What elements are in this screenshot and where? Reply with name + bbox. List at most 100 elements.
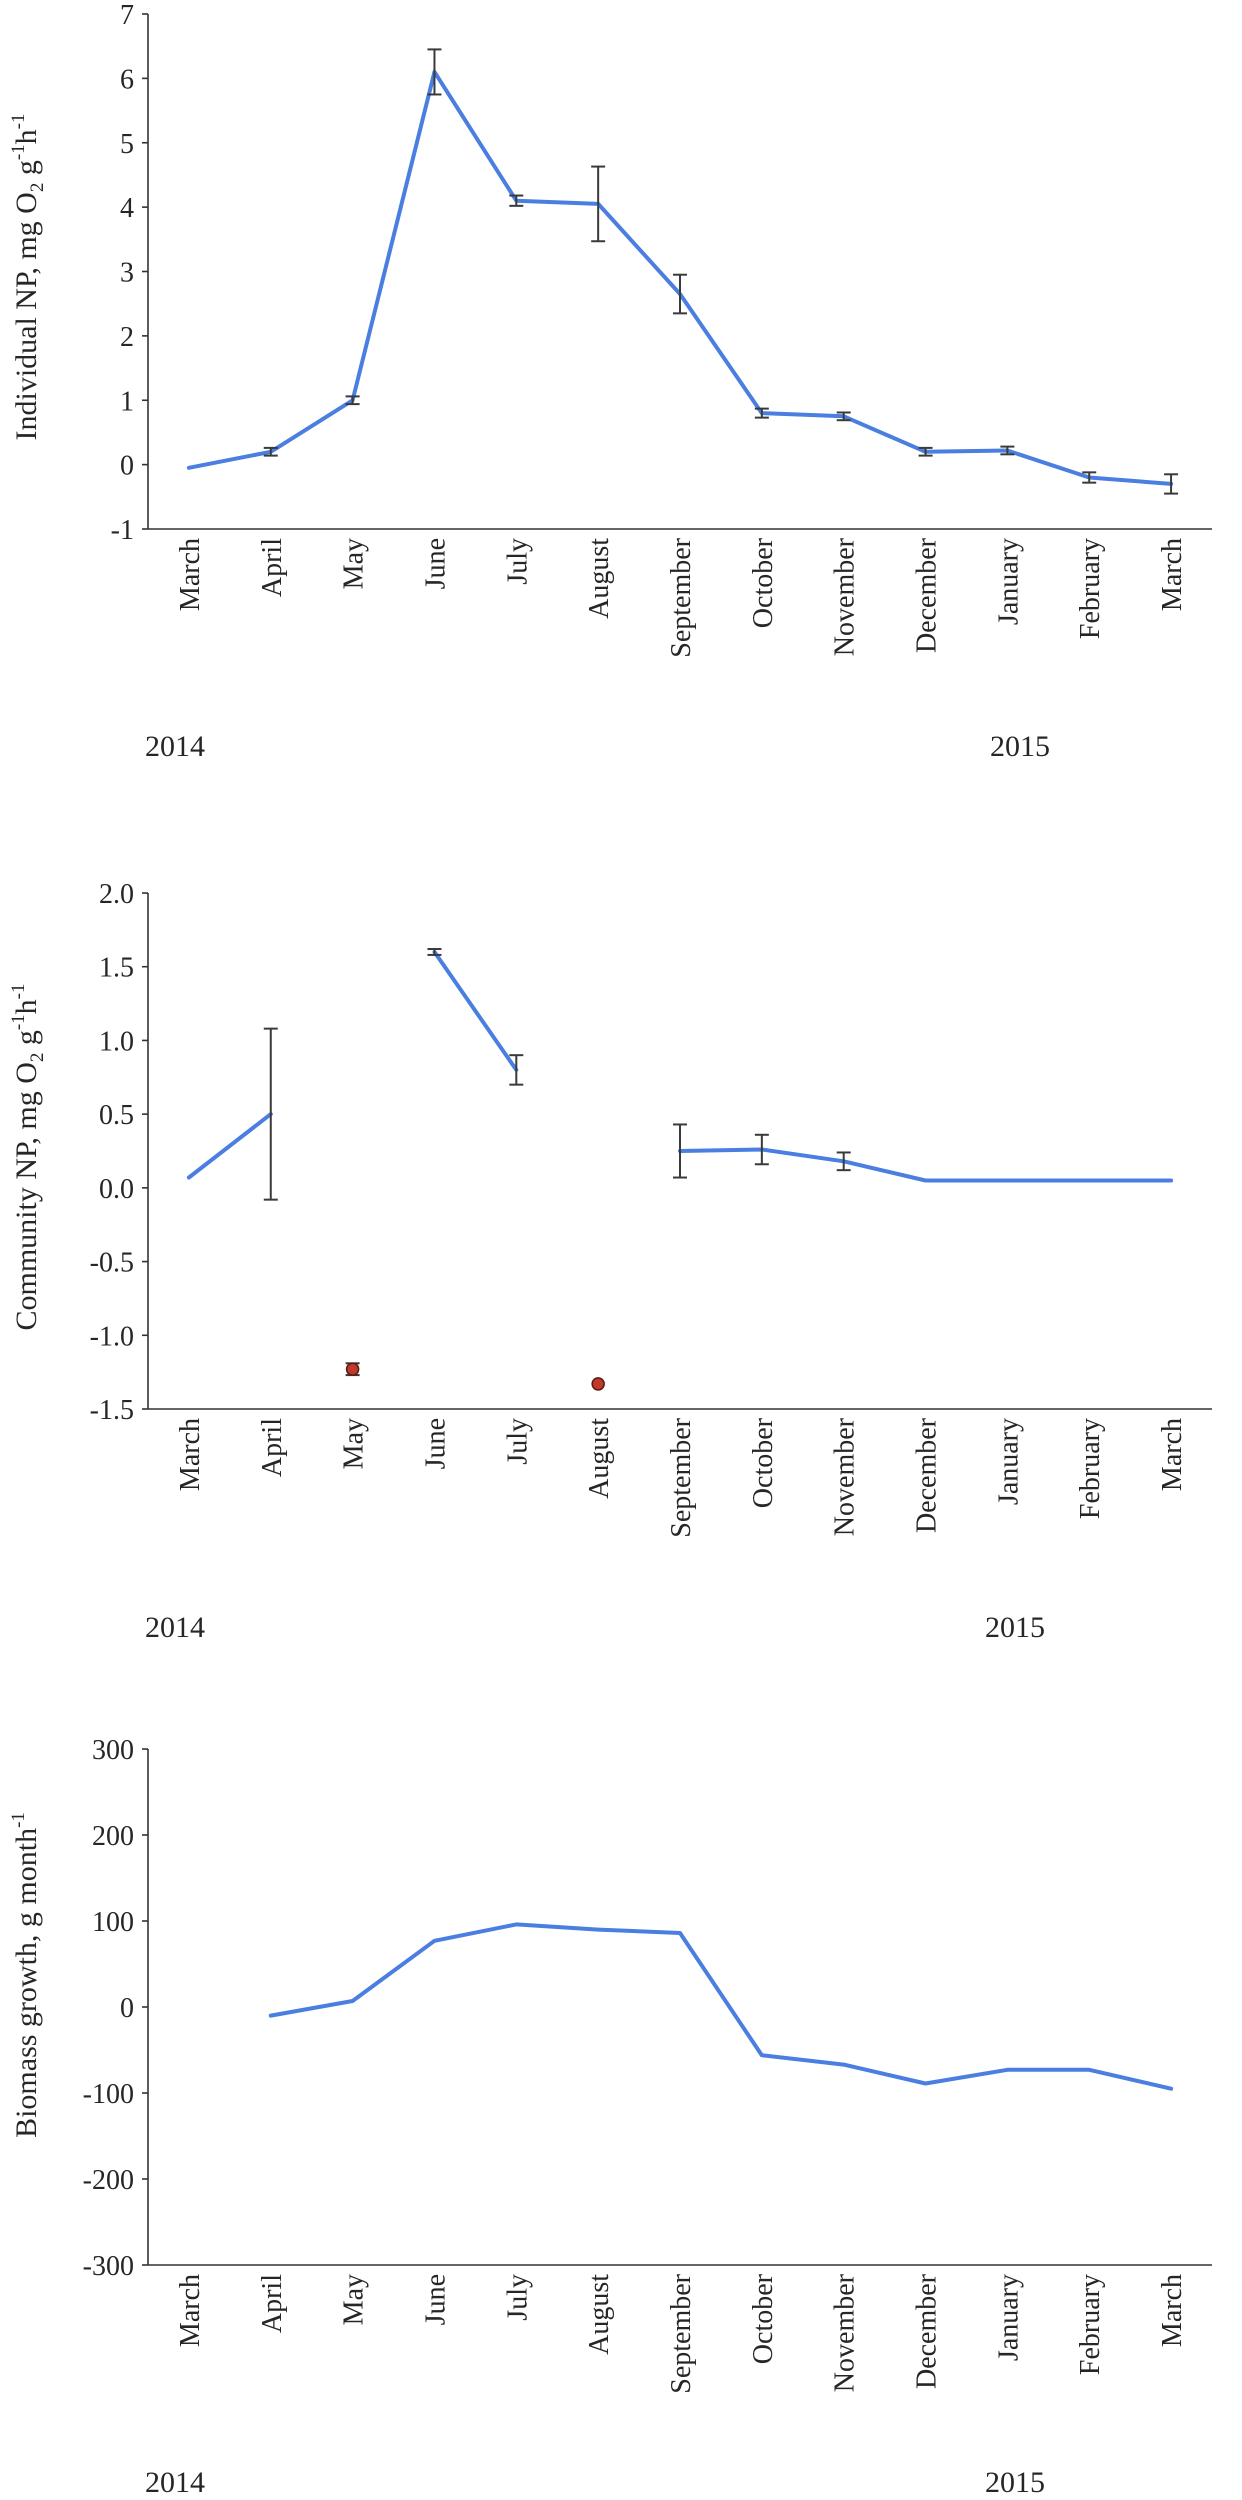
data-point bbox=[1087, 2068, 1091, 2072]
x-tick-label: January bbox=[993, 2274, 1024, 2361]
y-tick-label: -100 bbox=[83, 2079, 134, 2110]
data-point bbox=[678, 1931, 682, 1935]
x-tick-label: May bbox=[339, 1418, 370, 1469]
series-line bbox=[268, 1922, 1174, 2091]
x-tick-label: March bbox=[1157, 1418, 1188, 1491]
series-line bbox=[432, 950, 519, 1072]
year-label-2014: 2014 bbox=[145, 2466, 205, 2499]
y-tick-label: -200 bbox=[83, 2165, 134, 2196]
data-point bbox=[842, 2063, 846, 2067]
x-tick-label: February bbox=[1075, 2274, 1106, 2375]
x-tick-label: September bbox=[666, 537, 697, 657]
y-tick-label: 5 bbox=[120, 129, 134, 160]
data-point bbox=[187, 1176, 191, 1180]
x-tick-label: March bbox=[1157, 2274, 1188, 2347]
data-point bbox=[1005, 1178, 1009, 1182]
y-tick-label: 0 bbox=[120, 451, 134, 482]
panel-community-np: Community NP, mg O2 g-1h-1 2014 2015 -1.… bbox=[8, 879, 1212, 1644]
x-tick-label: July bbox=[502, 2274, 533, 2321]
data-point bbox=[351, 1999, 355, 2003]
x-tick-label: April bbox=[257, 2274, 288, 2333]
data-point bbox=[1005, 2068, 1009, 2072]
x-tick-label: July bbox=[502, 538, 533, 585]
data-point bbox=[187, 466, 191, 470]
x-tick-label: July bbox=[502, 1418, 533, 1465]
x-tick-label: March bbox=[1157, 538, 1188, 611]
y-axis-label: Community NP, mg O2 g-1h-1 bbox=[8, 983, 48, 1330]
x-tick-label: April bbox=[257, 1418, 288, 1477]
year-label-2015: 2015 bbox=[990, 730, 1050, 763]
isolated-marker bbox=[345, 1362, 360, 1376]
y-tick-label: -300 bbox=[83, 2251, 134, 2282]
x-tick-label: December bbox=[912, 2273, 943, 2389]
y-tick-label: -1 bbox=[111, 515, 134, 546]
y-tick-label: 0.0 bbox=[99, 1174, 134, 1205]
x-tick-label: March bbox=[175, 538, 206, 611]
x-tick-label: June bbox=[420, 538, 451, 589]
x-tick-label: April bbox=[257, 538, 288, 597]
year-label-2015: 2015 bbox=[985, 2466, 1045, 2499]
data-point bbox=[760, 2053, 764, 2057]
x-tick-label: May bbox=[339, 2274, 370, 2325]
panel-biomass-growth: Biomass growth, g month-1 2014 2015 -300… bbox=[8, 1735, 1212, 2499]
series-line bbox=[678, 1147, 1174, 1183]
x-tick-label: January bbox=[993, 538, 1024, 625]
x-tick-label: May bbox=[339, 538, 370, 589]
data-point bbox=[924, 1178, 928, 1182]
data-point bbox=[514, 1922, 518, 1926]
y-tick-label: 1.0 bbox=[99, 1026, 134, 1057]
y-tick-label: -1.0 bbox=[90, 1321, 134, 1352]
y-tick-label: 4 bbox=[120, 193, 134, 224]
x-tick-label: August bbox=[584, 538, 615, 619]
year-label-2014: 2014 bbox=[145, 1611, 205, 1644]
y-tick-label: 2 bbox=[120, 322, 134, 353]
y-tick-label: 3 bbox=[120, 258, 134, 289]
data-point bbox=[1169, 1178, 1173, 1182]
x-tick-label: November bbox=[830, 2273, 861, 2392]
x-tick-label: June bbox=[420, 2274, 451, 2325]
y-tick-label: 300 bbox=[92, 1735, 134, 1766]
x-tick-label: August bbox=[584, 1418, 615, 1499]
isolated-marker bbox=[591, 1377, 605, 1391]
x-tick-label: March bbox=[175, 1418, 206, 1491]
panel-individual-np: Individual NP, mg O2 g-1h-1 2014 2015 -1… bbox=[8, 0, 1212, 763]
x-tick-label: October bbox=[748, 1417, 779, 1508]
x-tick-label: October bbox=[748, 2273, 779, 2364]
data-point bbox=[432, 1939, 436, 1943]
data-point bbox=[1169, 2087, 1173, 2091]
year-label-2015: 2015 bbox=[985, 1611, 1045, 1644]
x-tick-label: January bbox=[993, 1418, 1024, 1505]
data-point bbox=[596, 1928, 600, 1932]
y-tick-label: 200 bbox=[92, 1821, 134, 1852]
data-point bbox=[924, 2082, 928, 2086]
y-tick-label: -0.5 bbox=[90, 1248, 134, 1279]
series-line bbox=[186, 1112, 273, 1180]
data-point bbox=[1087, 1178, 1091, 1182]
data-point bbox=[269, 2014, 273, 2018]
y-tick-label: -1.5 bbox=[90, 1395, 134, 1426]
x-tick-label: November bbox=[830, 537, 861, 656]
y-tick-label: 0.5 bbox=[99, 1100, 134, 1131]
x-tick-label: February bbox=[1075, 538, 1106, 639]
y-tick-label: 6 bbox=[120, 64, 134, 95]
x-tick-label: December bbox=[912, 537, 943, 653]
x-tick-label: August bbox=[584, 2274, 615, 2355]
year-label-2014: 2014 bbox=[145, 730, 205, 763]
x-tick-label: December bbox=[912, 1417, 943, 1533]
y-tick-label: 0 bbox=[120, 1993, 134, 2024]
y-tick-label: 2.0 bbox=[99, 879, 134, 910]
y-tick-label: 1 bbox=[120, 386, 134, 417]
y-axis-label: Biomass growth, g month-1 bbox=[8, 1812, 43, 2138]
y-tick-label: 1.5 bbox=[99, 953, 134, 984]
x-tick-label: June bbox=[420, 1418, 451, 1469]
x-tick-label: September bbox=[666, 1417, 697, 1537]
x-tick-label: March bbox=[175, 2274, 206, 2347]
y-tick-label: 7 bbox=[120, 0, 134, 31]
x-tick-label: September bbox=[666, 2273, 697, 2393]
x-tick-label: October bbox=[748, 537, 779, 628]
x-tick-label: November bbox=[830, 1417, 861, 1536]
x-tick-label: February bbox=[1075, 1418, 1106, 1519]
y-tick-label: 100 bbox=[92, 1907, 134, 1938]
y-axis-label: Individual NP, mg O2 g-1h-1 bbox=[8, 114, 48, 441]
